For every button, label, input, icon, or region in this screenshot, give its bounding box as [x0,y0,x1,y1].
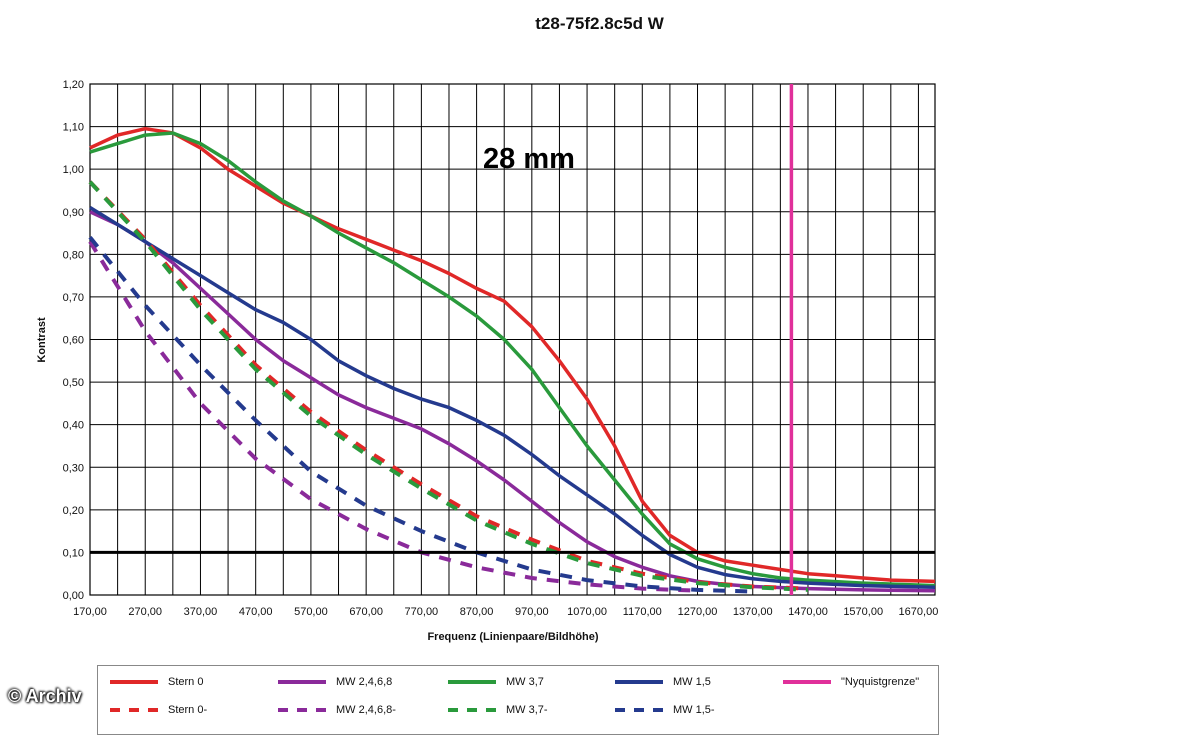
y-tick-label: 0,60 [63,335,84,347]
legend-swatch [448,680,496,684]
watermark: © Archiv [8,686,82,706]
legend-swatch [110,708,158,712]
x-tick-label: 770,00 [405,606,439,618]
focal-length-annotation: 28 mm [483,143,575,175]
y-tick-label: 1,00 [63,164,84,176]
y-tick-label: 0,80 [63,249,84,261]
chart-legend: Stern 0 MW 2,4,6,8 MW 3,7 MW 1,5 "Nyquistgre… [97,665,939,735]
x-tick-label: 670,00 [349,606,383,618]
legend-label: "Nyquistgrenze" [841,676,920,688]
series-line-6 [88,180,809,592]
x-axis-title: Frequenz (Linienpaare/Bildhöhe) [427,631,598,643]
legend-label: MW 2,4,6,8- [336,704,396,716]
x-tick-label: 870,00 [460,606,494,618]
y-tick-label: 0,10 [63,547,84,559]
y-axis-title: Kontrast [36,317,48,363]
x-tick-label: 970,00 [515,606,549,618]
series-group [88,126,936,594]
reference-lines [90,84,935,595]
x-tick-label: 370,00 [184,606,218,618]
legend-swatch [278,680,326,684]
y-tick-label: 0,30 [63,462,84,474]
series-line-0 [89,126,936,584]
legend-swatch [110,680,158,684]
legend-label: Stern 0 [168,676,204,688]
series-line-7 [88,236,753,594]
series-line-3 [89,206,936,590]
y-tick-label: 0,90 [63,207,84,219]
x-tick-label: 1470,00 [788,606,828,618]
legend-swatch [615,680,663,684]
legend-label: MW 1,5 [673,676,711,688]
legend-label: MW 2,4,6,8 [336,676,393,688]
series-line-1 [89,210,936,593]
series-line-4 [88,180,809,591]
y-tick-label: 0,20 [63,505,84,517]
legend-swatch [278,708,326,712]
legend-label: MW 3,7 [506,676,544,688]
y-tick-label: 0,40 [63,420,84,432]
x-tick-label: 1070,00 [567,606,607,618]
x-tick-label: 270,00 [128,606,162,618]
legend-swatch [615,708,663,712]
chart-plot-area: 0,00 0,10 0,20 0,30 0,40 0,50 0,60 0,70 0,80 0,90… [36,79,939,643]
x-tick-label: 1570,00 [843,606,883,618]
legend-label: MW 3,7- [506,704,548,716]
x-tick-label: 570,00 [294,606,328,618]
legend-label: Stern 0- [168,704,208,716]
y-tick-label: 0,00 [63,590,84,602]
y-tick-label: 1,20 [63,79,84,91]
x-tick-label: 1370,00 [733,606,773,618]
chart-title: t28-75f2.8c5d W [535,14,664,33]
x-tick-label: 470,00 [239,606,273,618]
y-tick-label: 1,10 [63,122,84,134]
series-line-2 [89,131,936,588]
legend-swatch [783,680,831,684]
x-tick-label: 1670,00 [899,606,939,618]
x-tick-label: 170,00 [73,606,107,618]
x-tick-label: 1270,00 [678,606,718,618]
legend-swatch [448,708,496,712]
y-tick-label: 0,50 [63,377,84,389]
legend-label: MW 1,5- [673,704,715,716]
y-tick-label: 0,70 [63,292,84,304]
x-tick-label: 1170,00 [623,606,662,618]
series-line-5 [88,240,698,593]
tick-labels: 0,00 0,10 0,20 0,30 0,40 0,50 0,60 0,70 0,80 0,90… [63,79,939,618]
grid [89,83,936,596]
